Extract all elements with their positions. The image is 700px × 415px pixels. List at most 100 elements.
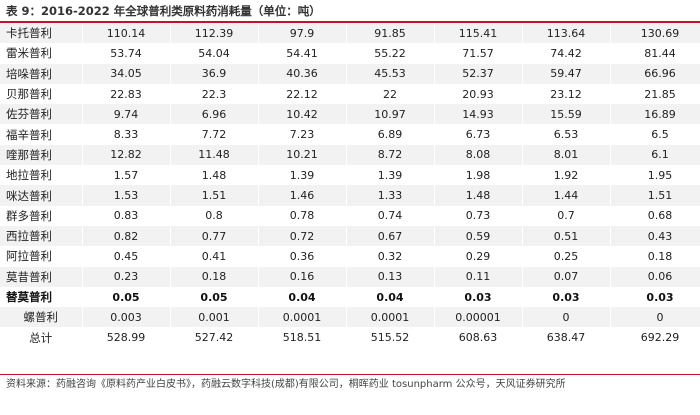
table-cell: 0.18 [170,266,259,287]
table-cell: 0.7 [522,205,611,226]
table-cell: 0.03 [434,286,523,308]
table-cell: 528.99 [82,327,171,348]
table-cell: 0.03 [610,286,700,308]
table-cell: 0.05 [170,286,259,308]
table-cell: 692.29 [610,327,700,348]
table-cell: 91.85 [346,23,435,44]
table-cell: 10.21 [258,144,347,166]
table-cell: 7.72 [170,124,259,145]
table-cell: 1.44 [522,185,611,206]
table-cell: 14.93 [434,104,523,125]
table-cell: 0.36 [258,246,347,267]
table-cell: 0.74 [346,205,435,226]
table-cell: 8.72 [346,144,435,166]
table-cell: 54.41 [258,43,347,64]
table-row: 喹那普利12.8211.4810.218.728.088.016.1-11.64… [0,144,700,166]
table-cell: 113.64 [522,23,611,44]
table-cell: 0.11 [434,266,523,287]
table-cell: 0.72 [258,225,347,247]
table-cell: 0.32 [346,246,435,267]
table-cell: 0.73 [434,205,523,226]
table-cell: 6.73 [434,124,523,145]
table-cell: 34.05 [82,63,171,84]
table-cell: 0.67 [346,225,435,247]
table-cell: 0.03 [522,286,611,308]
table-cell: 0.83 [82,205,171,226]
table-cell: 1.51 [170,185,259,206]
table-cell: 0.41 [170,246,259,267]
table-cell: 6.89 [346,124,435,145]
table-cell: 0.05 [82,286,171,308]
table-cell: 52.37 [434,63,523,84]
table-cell: 0.25 [522,246,611,267]
table-cell: 23.12 [522,83,611,105]
bottom-rule [0,374,700,375]
row-label: 替莫普利 [0,286,83,308]
table-cell: 71.57 [434,43,523,64]
table-cell: 22 [346,83,435,105]
row-label: 莫昔普利 [0,266,83,287]
table-cell: 6.5 [610,124,700,145]
table-cell: 0.18 [610,246,700,267]
row-label: 咪达普利 [0,185,83,206]
table-cell: 22.3 [170,83,259,105]
table-cell: 59.47 [522,63,611,84]
table-row: 卡托普利 110.14 112.39 97.9 91.85 115.41 113.64 130… [0,23,700,44]
table-cell: 74.42 [522,43,611,64]
table-cell: 8.33 [82,124,171,145]
table-cell: 10.97 [346,104,435,125]
table-cell: 0.82 [82,225,171,247]
table-cell: 10.42 [258,104,347,125]
table-cell: 1.98 [434,165,523,186]
table-row: 总计 528.99 527.42 518.51 515.52 608.63 638.47 69… [0,327,700,348]
table-cell: 1.57 [82,165,171,186]
table-cell: 55.22 [346,43,435,64]
table-cell: 130.69 [610,23,700,44]
consumption-table: 卡托普利 110.14 112.39 97.9 91.85 115.41 113.64 130… [0,23,700,348]
row-label: 西拉普利 [0,225,83,247]
table-cell: 9.74 [82,104,171,125]
table-cell: 0.29 [434,246,523,267]
table-row: 螺普利0.0030.0010.00010.00010.0000100-100.0… [0,307,700,328]
table-cell: 112.39 [170,23,259,44]
table-cell: 515.52 [346,327,435,348]
table-cell: 81.44 [610,43,700,64]
table-cell: 0.0001 [346,307,435,328]
table-cell: 1.39 [346,165,435,186]
row-label: 佐芬普利 [0,104,83,125]
table-cell: 11.48 [170,144,259,166]
table-cell: 21.85 [610,83,700,105]
table-cell: 0.16 [258,266,347,287]
row-label: 福辛普利 [0,124,83,145]
table-cell: 0.8 [170,205,259,226]
table-cell: 22.12 [258,83,347,105]
table-cell: 0.06 [610,266,700,287]
table-cell: 97.9 [258,23,347,44]
table-cell: 1.95 [610,165,700,186]
table-cell: 1.33 [346,185,435,206]
table-cell: 1.39 [258,165,347,186]
table-cell: 6.96 [170,104,259,125]
table-cell: 0.78 [258,205,347,226]
table-cell: 518.51 [258,327,347,348]
table-cell: 110.14 [82,23,171,44]
table-cell: 6.1 [610,144,700,166]
table-cell: 638.47 [522,327,611,348]
table-cell: 1.46 [258,185,347,206]
table-cell: 0 [522,307,611,328]
table-row: 雷米普利53.7454.0454.4155.2271.5774.4281.447… [0,43,700,64]
row-label: 培哚普利 [0,63,83,84]
table-cell: 6.53 [522,124,611,145]
source-note: 资料来源：药融咨询《原料药产业白皮书》，药融云数字科技(成都)有限公司，桐晖药业… [6,379,566,390]
table-cell: 0.003 [82,307,171,328]
table-cell: 20.93 [434,83,523,105]
table-cell: 0.68 [610,205,700,226]
table-cell: 22.83 [82,83,171,105]
top-rule [0,21,700,23]
table-cell: 0.77 [170,225,259,247]
row-label: 总计 [0,327,83,348]
